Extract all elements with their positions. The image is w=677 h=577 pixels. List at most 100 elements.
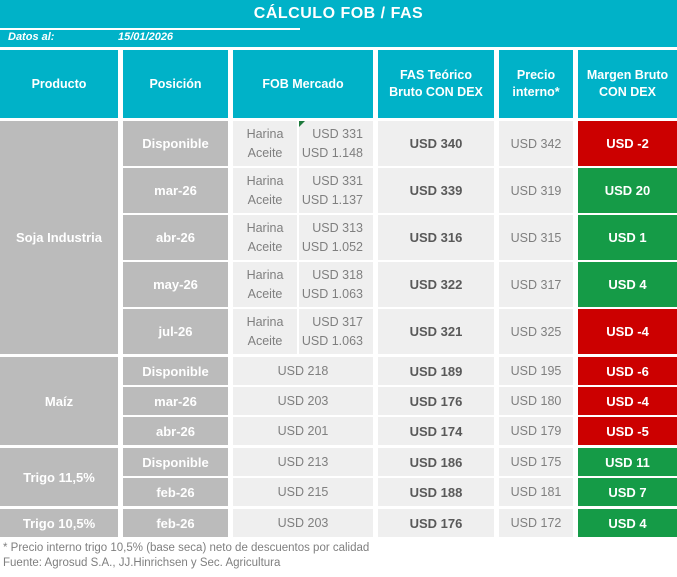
precio-cell: USD 175	[499, 448, 573, 476]
fas-cell: USD 316	[378, 215, 494, 260]
position-cell: abr-26	[123, 215, 228, 260]
fas-cell: USD 189	[378, 357, 494, 385]
margen-cell: USD -4	[578, 387, 677, 415]
product-cell: Trigo 10,5%	[0, 509, 118, 537]
fob-sublabel-aceite: Aceite	[247, 240, 283, 255]
position-cell: feb-26	[123, 478, 228, 506]
title-divider	[0, 28, 300, 30]
position-cell: feb-26	[123, 509, 228, 537]
fob-value-aceite: USD 1.063	[301, 287, 363, 302]
margen-cell: USD -4	[578, 309, 677, 354]
product-cell: Maíz	[0, 357, 118, 445]
fas-cell: USD 186	[378, 448, 494, 476]
fob-cell: USD 218	[233, 357, 373, 385]
column-header-fas: FAS Teórico Bruto CON DEX	[378, 50, 494, 118]
precio-cell: USD 195	[499, 357, 573, 385]
margen-cell: USD 4	[578, 262, 677, 307]
fas-cell: USD 339	[378, 168, 494, 213]
fob-sublabel-harina: Harina	[246, 267, 284, 282]
product-group-soja: Soja Industria Disponible Harina Aceite …	[0, 121, 677, 354]
fob-sublabel-harina: Harina	[246, 220, 284, 235]
fob-sublabel-aceite: Aceite	[247, 146, 283, 161]
fob-value-aceite: USD 1.063	[301, 334, 363, 349]
fas-cell: USD 176	[378, 387, 494, 415]
position-cell: abr-26	[123, 417, 228, 445]
margen-cell: USD 1	[578, 215, 677, 260]
product-group-trigo-115: Trigo 11,5% Disponible USD 213 USD 186 U…	[0, 448, 677, 506]
table-row: Disponible Harina Aceite USD 331 USD 1.1…	[123, 121, 677, 166]
precio-cell: USD 179	[499, 417, 573, 445]
fob-cell: Harina Aceite USD 313 USD 1.052	[233, 215, 373, 260]
fob-value-aceite: USD 1.052	[301, 240, 363, 255]
margen-cell: USD 11	[578, 448, 677, 476]
precio-cell: USD 315	[499, 215, 573, 260]
precio-cell: USD 180	[499, 387, 573, 415]
precio-cell: USD 325	[499, 309, 573, 354]
position-cell: Disponible	[123, 357, 228, 385]
fob-cell: USD 213	[233, 448, 373, 476]
fob-sublabel-harina: Harina	[246, 314, 284, 329]
fob-value-harina: USD 318	[312, 267, 363, 282]
fob-cell: USD 215	[233, 478, 373, 506]
margen-cell: USD 4	[578, 509, 677, 537]
table-row: abr-26 Harina Aceite USD 313 USD 1.052 U…	[123, 215, 677, 260]
table-row: mar-26 USD 203 USD 176 USD 180 USD -4	[123, 387, 677, 415]
fas-cell: USD 322	[378, 262, 494, 307]
footnote-price-note: * Precio interno trigo 10,5% (base seca)…	[3, 542, 370, 554]
fas-cell: USD 340	[378, 121, 494, 166]
fob-cell: Harina Aceite USD 331 USD 1.137	[233, 168, 373, 213]
margen-cell: USD -5	[578, 417, 677, 445]
meta-label: Datos al:	[8, 31, 55, 43]
table-row: abr-26 USD 201 USD 174 USD 179 USD -5	[123, 417, 677, 445]
column-header-producto: Producto	[0, 50, 118, 118]
margen-cell: USD -2	[578, 121, 677, 166]
product-group-trigo-105: Trigo 10,5% feb-26 USD 203 USD 176 USD 1…	[0, 509, 677, 537]
fob-cell: USD 203	[233, 509, 373, 537]
fas-cell: USD 176	[378, 509, 494, 537]
fob-cell: Harina Aceite USD 331 USD 1.148	[233, 121, 373, 166]
footnotes: * Precio interno trigo 10,5% (base seca)…	[0, 541, 677, 571]
product-cell: Trigo 11,5%	[0, 448, 118, 506]
position-cell: mar-26	[123, 168, 228, 213]
meta-date: 15/01/2026	[118, 31, 174, 43]
report-header: CÁLCULO FOB / FAS Datos al: 15/01/2026	[0, 0, 677, 47]
fob-value-harina: USD 331	[312, 173, 363, 188]
fas-cell: USD 188	[378, 478, 494, 506]
comment-marker-icon	[299, 121, 305, 127]
footnote-source: Fuente: Agrosud S.A., JJ.Hinrichsen y Se…	[3, 556, 281, 569]
table-row: feb-26 USD 203 USD 176 USD 172 USD 4	[123, 509, 677, 537]
table-row: Disponible USD 218 USD 189 USD 195 USD -…	[123, 357, 677, 385]
table-row: jul-26 Harina Aceite USD 317 USD 1.063 U…	[123, 309, 677, 354]
column-header-margen: Margen Bruto CON DEX	[578, 50, 677, 118]
fob-value-aceite: USD 1.148	[301, 146, 363, 161]
fas-cell: USD 321	[378, 309, 494, 354]
precio-cell: USD 317	[499, 262, 573, 307]
precio-cell: USD 172	[499, 509, 573, 537]
position-cell: mar-26	[123, 387, 228, 415]
position-cell: Disponible	[123, 448, 228, 476]
fob-sublabel-aceite: Aceite	[247, 287, 283, 302]
fob-cell: USD 201	[233, 417, 373, 445]
margen-cell: USD 20	[578, 168, 677, 213]
fob-sublabel-aceite: Aceite	[247, 193, 283, 208]
fob-value-harina: USD 313	[312, 220, 363, 235]
table-row: feb-26 USD 215 USD 188 USD 181 USD 7	[123, 478, 677, 506]
precio-cell: USD 181	[499, 478, 573, 506]
fob-sublabel-aceite: Aceite	[247, 334, 283, 349]
column-header-fob: FOB Mercado	[233, 50, 373, 118]
fob-value-harina: USD 331	[312, 126, 363, 141]
fob-value-aceite: USD 1.137	[301, 193, 363, 208]
table-row: Disponible USD 213 USD 186 USD 175 USD 1…	[123, 448, 677, 476]
fob-sublabel-harina: Harina	[246, 173, 284, 188]
page-title: CÁLCULO FOB / FAS	[253, 5, 424, 22]
product-group-maiz: Maíz Disponible USD 218 USD 189 USD 195 …	[0, 357, 677, 445]
position-cell: Disponible	[123, 121, 228, 166]
precio-cell: USD 319	[499, 168, 573, 213]
precio-cell: USD 342	[499, 121, 573, 166]
fas-cell: USD 174	[378, 417, 494, 445]
position-cell: may-26	[123, 262, 228, 307]
fob-cell: Harina Aceite USD 318 USD 1.063	[233, 262, 373, 307]
table-row: may-26 Harina Aceite USD 318 USD 1.063 U…	[123, 262, 677, 307]
fob-cell: USD 203	[233, 387, 373, 415]
position-cell: jul-26	[123, 309, 228, 354]
